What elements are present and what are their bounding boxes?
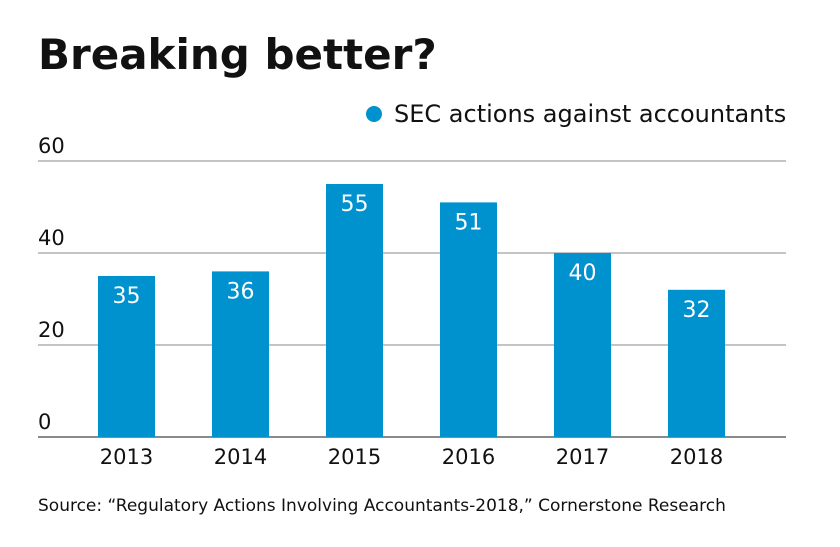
chart-title: Breaking better? bbox=[38, 30, 437, 79]
y-tick-label: 40 bbox=[38, 226, 65, 250]
y-tick-label: 60 bbox=[38, 134, 65, 158]
legend-label: SEC actions against accountants bbox=[394, 100, 787, 128]
legend: SEC actions against accountants bbox=[366, 100, 786, 128]
source-note: Source: “Regulatory Actions Involving Ac… bbox=[38, 496, 726, 516]
x-tick-labels: 2013 2014 2015 2016 2017 2018 bbox=[100, 445, 723, 469]
x-tick-label: 2013 bbox=[100, 445, 153, 469]
bars bbox=[98, 184, 725, 437]
bar-2018 bbox=[668, 289, 725, 437]
y-tick-labels: 0 20 40 60 bbox=[38, 134, 65, 434]
bar-2017 bbox=[554, 253, 611, 437]
data-labels: 35 36 55 51 40 32 bbox=[113, 192, 711, 323]
bar-2015 bbox=[326, 184, 383, 437]
bar-2014 bbox=[212, 271, 269, 437]
x-tick-label: 2016 bbox=[442, 445, 495, 469]
data-label: 35 bbox=[113, 284, 141, 309]
data-label: 36 bbox=[227, 279, 255, 304]
data-label: 40 bbox=[569, 261, 597, 286]
x-tick-label: 2014 bbox=[214, 445, 267, 469]
y-tick-label: 0 bbox=[38, 410, 51, 434]
x-tick-label: 2018 bbox=[670, 445, 723, 469]
data-label: 55 bbox=[341, 192, 369, 217]
data-label: 51 bbox=[455, 210, 483, 235]
data-label: 32 bbox=[683, 298, 711, 323]
x-tick-label: 2015 bbox=[328, 445, 381, 469]
y-tick-label: 20 bbox=[38, 318, 65, 342]
x-tick-label: 2017 bbox=[556, 445, 609, 469]
legend-swatch bbox=[366, 106, 382, 122]
gridlines bbox=[38, 160, 786, 438]
bar-2013 bbox=[98, 276, 155, 437]
bar-2016 bbox=[440, 202, 497, 437]
